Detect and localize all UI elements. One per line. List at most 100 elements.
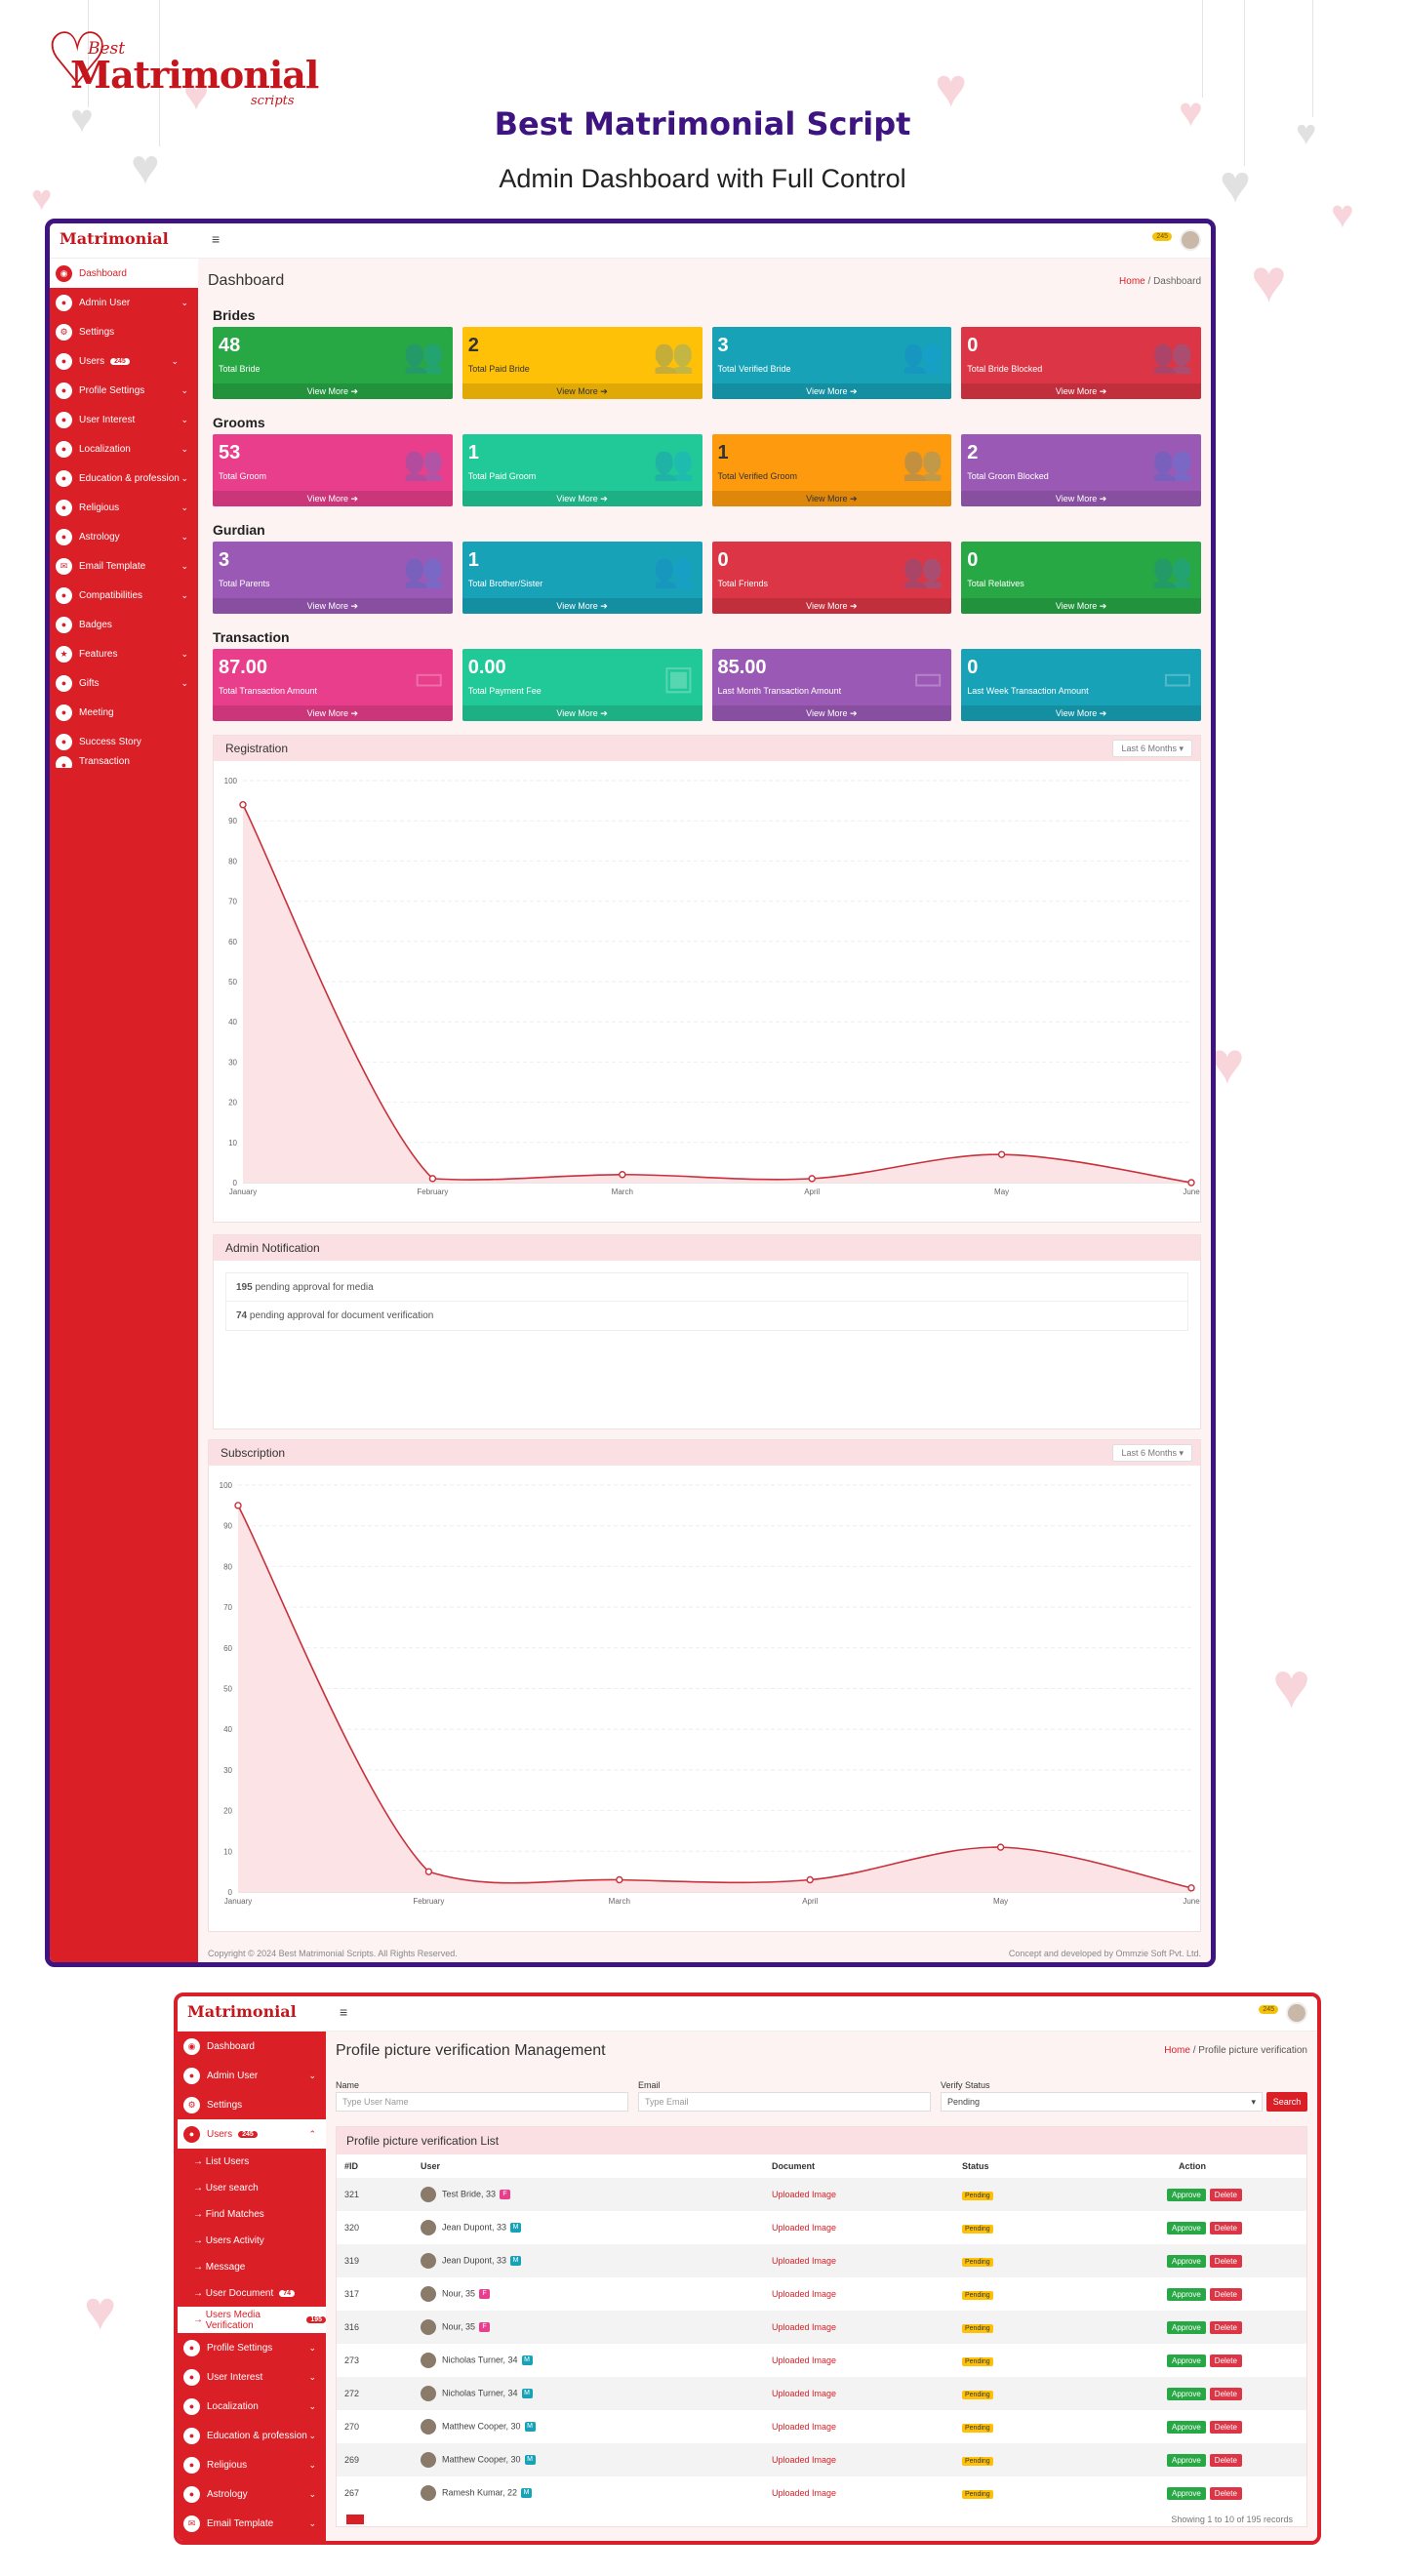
- sidebar-item-users[interactable]: ● Users 245 ⌃: [178, 2119, 326, 2149]
- sidebar-subitem-find-matches[interactable]: → Find Matches: [193, 2209, 264, 2220]
- sidebar-item-transaction[interactable]: ● Transaction: [50, 756, 198, 768]
- approve-button[interactable]: Approve: [1167, 2354, 1206, 2367]
- pagination[interactable]: [346, 2515, 364, 2524]
- name-input[interactable]: Type User Name: [336, 2092, 628, 2112]
- approve-button[interactable]: Approve: [1167, 2221, 1206, 2234]
- approve-button[interactable]: Approve: [1167, 2387, 1206, 2400]
- sidebar-item-education[interactable]: ● Education & profession ⌄: [50, 463, 198, 493]
- sidebar-item-localization[interactable]: ● Localization ⌄: [178, 2392, 326, 2421]
- subscription-range-select[interactable]: Last 6 Months ▾: [1112, 1444, 1192, 1462]
- status-select[interactable]: Pending ▾: [941, 2092, 1263, 2112]
- sidebar-item-features[interactable]: ★ Features ⌄: [50, 639, 198, 668]
- notification-row[interactable]: 195 pending approval for media: [225, 1272, 1188, 1302]
- sidebar-item-astrology[interactable]: ● Astrology ⌄: [50, 522, 198, 551]
- delete-button[interactable]: Delete: [1209, 2254, 1242, 2268]
- row-document[interactable]: Uploaded Image: [772, 2223, 837, 2233]
- delete-button[interactable]: Delete: [1209, 2287, 1242, 2301]
- view-more-link[interactable]: View More ➔: [961, 383, 1201, 399]
- row-document[interactable]: Uploaded Image: [764, 2244, 954, 2277]
- sidebar-item-settings[interactable]: ⚙ Settings: [50, 317, 198, 346]
- sidebar-item-religious[interactable]: ● Religious ⌄: [50, 493, 198, 522]
- sidebar-item-astrology[interactable]: ● Astrology ⌄: [178, 2479, 326, 2509]
- admin-avatar[interactable]: [1180, 229, 1201, 251]
- sidebar-subitem-user-search[interactable]: → User search: [193, 2183, 259, 2194]
- sidebar-subitem-users-media-verification[interactable]: → Users Media Verification 195: [178, 2307, 326, 2333]
- menu-toggle-icon[interactable]: ≡: [340, 2004, 348, 2020]
- sidebar-item-profile-settings[interactable]: ● Profile Settings ⌄: [178, 2333, 326, 2362]
- row-document[interactable]: Uploaded Image: [772, 2488, 837, 2498]
- sidebar-item-meeting[interactable]: ● Meeting: [50, 698, 198, 727]
- user-avatar[interactable]: [421, 2353, 436, 2368]
- sidebar-subitem-message[interactable]: → Message: [193, 2262, 246, 2273]
- admin-avatar[interactable]: [1286, 2002, 1307, 2024]
- breadcrumb-home[interactable]: Home: [1119, 276, 1145, 287]
- search-button[interactable]: Search: [1266, 2092, 1307, 2112]
- sidebar-logo[interactable]: Matrimonial: [50, 223, 198, 259]
- delete-button[interactable]: Delete: [1209, 2453, 1242, 2467]
- sidebar-item-users[interactable]: ● Users 245 ⌄: [50, 346, 198, 376]
- user-avatar[interactable]: [421, 2220, 436, 2235]
- sidebar-item-user-interest[interactable]: ● User Interest ⌄: [178, 2362, 326, 2392]
- approve-button[interactable]: Approve: [1167, 2320, 1206, 2334]
- view-more-link[interactable]: View More ➔: [213, 598, 453, 614]
- approve-button[interactable]: Approve: [1167, 2420, 1206, 2434]
- view-more-link[interactable]: View More ➔: [961, 598, 1201, 614]
- menu-toggle-icon[interactable]: ≡: [212, 231, 221, 247]
- delete-button[interactable]: Delete: [1209, 2354, 1242, 2367]
- view-more-link[interactable]: View More ➔: [462, 598, 702, 614]
- view-more-link[interactable]: View More ➔: [961, 705, 1201, 721]
- delete-button[interactable]: Delete: [1209, 2420, 1242, 2434]
- sidebar-item-profile-settings[interactable]: ● Profile Settings ⌄: [50, 376, 198, 405]
- view-more-link[interactable]: View More ➔: [711, 705, 952, 721]
- delete-button[interactable]: Delete: [1209, 2320, 1242, 2334]
- user-avatar[interactable]: [421, 2419, 436, 2435]
- view-more-link[interactable]: View More ➔: [711, 491, 952, 506]
- view-more-link[interactable]: View More ➔: [462, 491, 702, 506]
- sidebar-subitem-users-activity[interactable]: → Users Activity: [193, 2235, 264, 2246]
- email-input[interactable]: Type Email: [638, 2092, 931, 2112]
- row-document[interactable]: Uploaded Image: [764, 2443, 954, 2476]
- user-avatar[interactable]: [421, 2286, 436, 2302]
- sidebar-subitem-user-document[interactable]: → User Document 74: [178, 2280, 326, 2307]
- approve-button[interactable]: Approve: [1167, 2188, 1206, 2201]
- sidebar-item-user-interest[interactable]: ● User Interest ⌄: [50, 405, 198, 434]
- sidebar-item-compatibilities[interactable]: ● Compatibilities ⌄: [50, 581, 198, 610]
- user-avatar[interactable]: [421, 2485, 436, 2501]
- sidebar-item-email-template[interactable]: ✉ Email Template ⌄: [178, 2509, 326, 2538]
- row-document[interactable]: Uploaded Image: [764, 2178, 954, 2211]
- registration-range-select[interactable]: Last 6 Months ▾: [1112, 740, 1192, 757]
- sidebar-item-admin-user[interactable]: ● Admin User ⌄: [178, 2061, 326, 2090]
- sidebar-item-admin-user[interactable]: ● Admin User ⌄: [50, 288, 198, 317]
- notification-row[interactable]: 74 pending approval for document verific…: [225, 1302, 1188, 1331]
- delete-button[interactable]: Delete: [1209, 2221, 1242, 2234]
- user-avatar[interactable]: [421, 2319, 436, 2335]
- sidebar-item-email-template[interactable]: ✉ Email Template ⌄: [50, 551, 198, 581]
- view-more-link[interactable]: View More ➔: [213, 491, 453, 506]
- sidebar-item-gifts[interactable]: ● Gifts ⌄: [50, 668, 198, 698]
- approve-button[interactable]: Approve: [1167, 2453, 1206, 2467]
- view-more-link[interactable]: View More ➔: [462, 383, 702, 399]
- sidebar-logo[interactable]: Matrimonial: [178, 1996, 326, 2032]
- approve-button[interactable]: Approve: [1167, 2287, 1206, 2301]
- notification-badge[interactable]: 245: [1259, 2005, 1278, 2014]
- sidebar-item-dashboard[interactable]: ◉ Dashboard: [50, 259, 198, 288]
- approve-button[interactable]: Approve: [1167, 2486, 1206, 2500]
- user-avatar[interactable]: [421, 2187, 436, 2202]
- sidebar-item-success-story[interactable]: ● Success Story: [50, 727, 198, 756]
- view-more-link[interactable]: View More ➔: [711, 598, 952, 614]
- row-document[interactable]: Uploaded Image: [764, 2311, 954, 2344]
- user-avatar[interactable]: [421, 2253, 436, 2269]
- sidebar-item-badges[interactable]: ● Badges: [50, 610, 198, 639]
- user-avatar[interactable]: [421, 2386, 436, 2401]
- notification-badge[interactable]: 245: [1152, 232, 1172, 241]
- row-document[interactable]: Uploaded Image: [772, 2422, 837, 2432]
- sidebar-item-settings[interactable]: ⚙ Settings: [178, 2090, 326, 2119]
- view-more-link[interactable]: View More ➔: [961, 491, 1201, 506]
- row-document[interactable]: Uploaded Image: [772, 2355, 837, 2365]
- sidebar-item-education[interactable]: ● Education & profession ⌄: [178, 2421, 326, 2450]
- view-more-link[interactable]: View More ➔: [711, 383, 952, 399]
- delete-button[interactable]: Delete: [1209, 2486, 1242, 2500]
- approve-button[interactable]: Approve: [1167, 2254, 1206, 2268]
- delete-button[interactable]: Delete: [1209, 2387, 1242, 2400]
- sidebar-item-dashboard[interactable]: ◉ Dashboard: [178, 2032, 326, 2061]
